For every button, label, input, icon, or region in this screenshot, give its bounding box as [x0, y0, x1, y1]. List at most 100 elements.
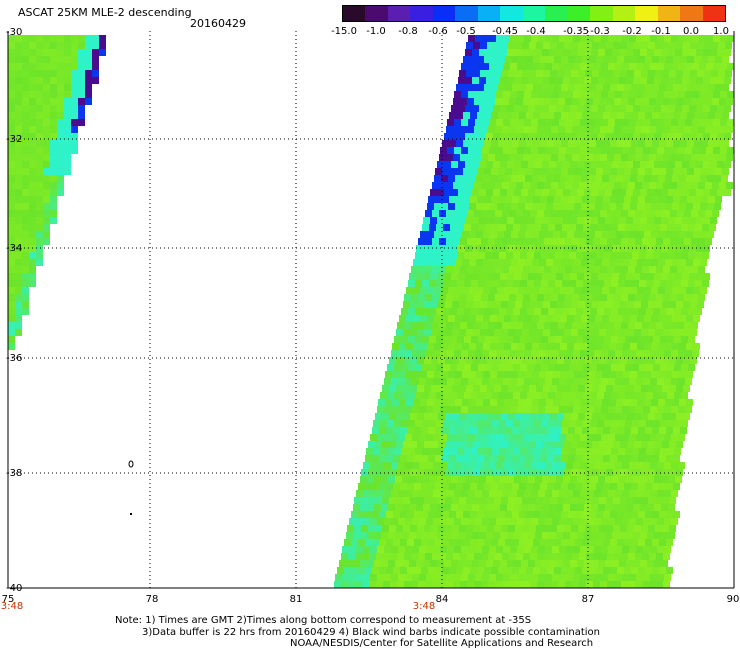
swath-cell: [536, 497, 543, 504]
swath-cell: [573, 490, 580, 497]
swath-cell: [525, 343, 532, 350]
swath-cell: [472, 49, 479, 56]
swath-cell: [394, 420, 401, 427]
swath-cell: [448, 231, 455, 238]
swath-cell: [500, 189, 507, 196]
swath-cell: [476, 371, 483, 378]
swath-cell: [543, 469, 550, 476]
swath-cell: [417, 441, 424, 448]
swath-cell: [542, 217, 549, 224]
swath-cell: [674, 280, 681, 287]
swath-cell: [386, 427, 393, 434]
swath-cell: [490, 287, 497, 294]
swath-cell: [408, 448, 415, 455]
swath-cell: [546, 203, 553, 210]
swath-cell: [580, 63, 587, 70]
swath-cell: [638, 112, 645, 119]
swath-cell: [642, 553, 649, 560]
swath-cell: [542, 532, 549, 539]
swath-cell: [493, 476, 500, 483]
swath-cell: [460, 581, 467, 588]
swath-cell: [636, 462, 643, 469]
swath-cell: [488, 581, 495, 588]
swath-cell: [577, 217, 584, 224]
swath-cell: [624, 427, 631, 434]
swath-cell: [57, 49, 64, 56]
lat-label: -38: [6, 468, 22, 479]
swath-cell: [590, 308, 597, 315]
swath-cell: [633, 49, 640, 56]
swath-cell: [507, 77, 514, 84]
swath-cell: [414, 427, 421, 434]
swath-cell: [419, 406, 426, 413]
swath-cell: [591, 217, 598, 224]
swath-cell: [649, 266, 656, 273]
swath-cell: [382, 413, 389, 420]
swath-cell: [379, 427, 386, 434]
swath-cell: [429, 420, 436, 427]
swath-cell: [624, 168, 631, 175]
swath-cell: [560, 399, 567, 406]
swath-cell: [612, 77, 619, 84]
swath-cell: [684, 210, 691, 217]
swath-cell: [614, 238, 621, 245]
swath-cell: [578, 525, 585, 532]
swath-cell: [687, 84, 694, 91]
swath-cell: [64, 84, 71, 91]
swath-cell: [461, 63, 468, 70]
swath-cell: [15, 245, 22, 252]
swath-cell: [572, 553, 579, 560]
swath-cell: [480, 469, 487, 476]
swath-cell: [477, 168, 484, 175]
swath-cell: [662, 469, 669, 476]
swath-cell: [579, 581, 586, 588]
swath-cell: [43, 49, 50, 56]
swath-cell: [426, 378, 433, 385]
swath-cell: [666, 539, 673, 546]
swath-cell: [517, 406, 524, 413]
swath-cell: [489, 574, 496, 581]
swath-cell: [398, 350, 405, 357]
swath-cell: [43, 210, 50, 217]
swath-cell: [450, 308, 457, 315]
swath-cell: [57, 133, 64, 140]
swath-cell: [85, 84, 92, 91]
swath-cell: [629, 350, 636, 357]
swath-cell: [692, 350, 699, 357]
swath-cell: [720, 147, 727, 154]
swath-cell: [542, 49, 549, 56]
swath-cell: [587, 518, 594, 525]
swath-cell: [591, 532, 598, 539]
swath-cell: [518, 203, 525, 210]
swath-cell: [468, 119, 475, 126]
swath-cell: [624, 539, 631, 546]
swath-cell: [652, 56, 659, 63]
swath-cell: [590, 280, 597, 287]
swath-cell: [430, 532, 437, 539]
swath-cell: [496, 35, 503, 42]
swath-cell: [478, 336, 485, 343]
swath-cell: [548, 364, 555, 371]
swath-cell: [465, 49, 472, 56]
swath-cell: [487, 385, 494, 392]
swath-cell: [387, 420, 394, 427]
swath-cell: [724, 105, 731, 112]
swath-cell: [580, 406, 587, 413]
swath-cell: [587, 350, 594, 357]
swath-cell: [490, 315, 497, 322]
swath-cell: [639, 224, 646, 231]
swath-cell: [71, 77, 78, 84]
swath-cell: [397, 553, 404, 560]
swath-cell: [505, 455, 512, 462]
swath-cell: [697, 301, 704, 308]
swath-cell: [549, 77, 556, 84]
swath-cell: [533, 168, 540, 175]
swath-cell: [638, 168, 645, 175]
swath-cell: [22, 287, 29, 294]
swath-cell: [699, 91, 706, 98]
swath-cell: [643, 490, 650, 497]
swath-cell: [470, 539, 477, 546]
swath-cell: [656, 294, 663, 301]
swath-cell: [531, 490, 538, 497]
swath-cell: [580, 574, 587, 581]
